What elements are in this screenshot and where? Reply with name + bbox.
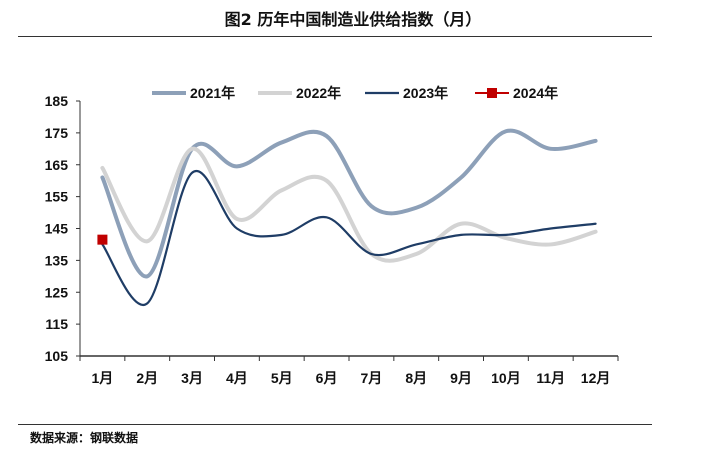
series-2022-legend-label: 2022年: [296, 85, 341, 101]
x-tick-label: 8月: [405, 370, 427, 386]
series-2024-legend-marker: [487, 88, 497, 98]
x-tick-label: 6月: [316, 370, 338, 386]
x-tick-label: 11月: [536, 370, 565, 386]
x-tick-label: 9月: [450, 370, 472, 386]
y-tick-label: 125: [45, 284, 69, 300]
x-tick-label: 12月: [581, 370, 611, 386]
series-2024-point: [97, 234, 108, 245]
x-tick-label: 2月: [136, 370, 158, 386]
y-tick-label: 105: [45, 348, 69, 364]
bottom-divider: [18, 424, 652, 425]
series-2021-legend-label: 2021年: [190, 85, 235, 101]
y-tick-label: 155: [45, 189, 69, 205]
y-tick-label: 135: [45, 252, 69, 268]
y-tick-label: 145: [45, 221, 69, 237]
y-tick-label: 185: [45, 93, 69, 109]
x-tick-label: 5月: [271, 370, 293, 386]
x-tick-label: 10月: [491, 370, 521, 386]
source-note: 数据来源：钢联数据: [30, 431, 139, 445]
top-divider: [18, 36, 652, 37]
series-2023-legend-label: 2023年: [403, 85, 448, 101]
x-tick-label: 4月: [226, 370, 248, 386]
y-tick-label: 115: [45, 316, 68, 332]
x-tick-label: 1月: [92, 370, 114, 386]
series-2024-legend-label: 2024年: [513, 85, 558, 101]
y-tick-label: 175: [45, 125, 69, 141]
series-2021-line: [100, 128, 598, 279]
x-tick-label: 7月: [361, 370, 383, 386]
x-tick-label: 3月: [181, 370, 203, 386]
series-2023-line: [101, 169, 597, 307]
series-2022-line: [100, 146, 598, 263]
chart-title: 图2 历年中国制造业供给指数（月）: [224, 10, 482, 29]
y-tick-label: 165: [45, 157, 69, 173]
